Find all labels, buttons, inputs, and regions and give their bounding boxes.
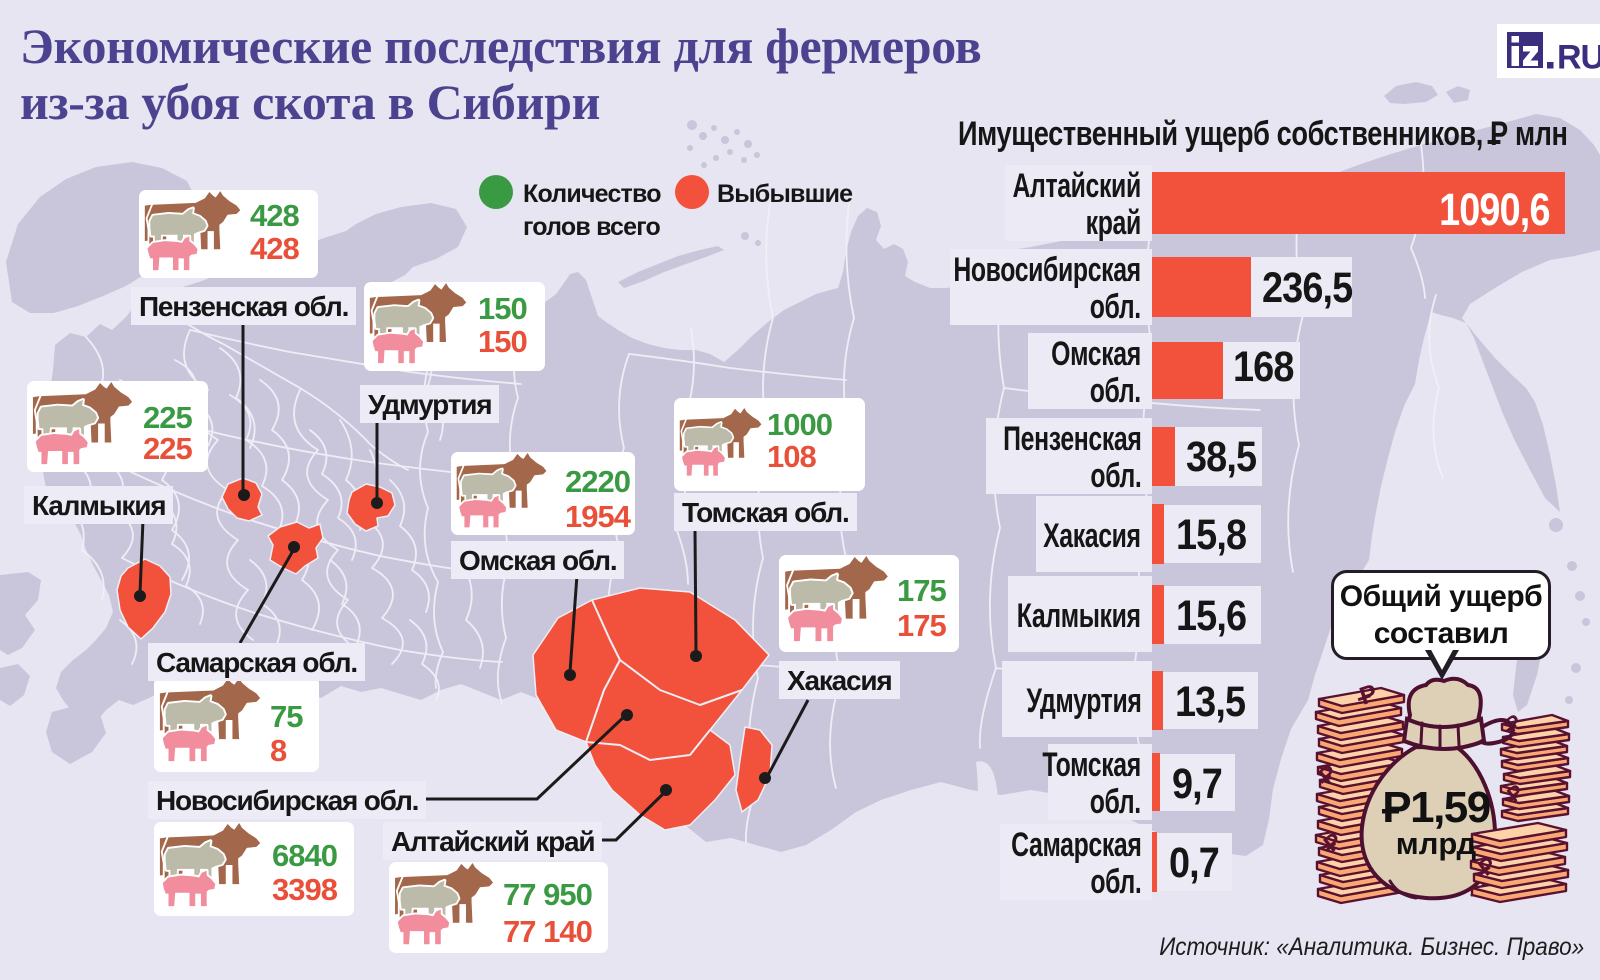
svg-text:млрд: млрд (1396, 826, 1477, 861)
svg-text:RU: RU (1557, 39, 1600, 77)
svg-text:Р1,59: Р1,59 (1382, 783, 1490, 832)
